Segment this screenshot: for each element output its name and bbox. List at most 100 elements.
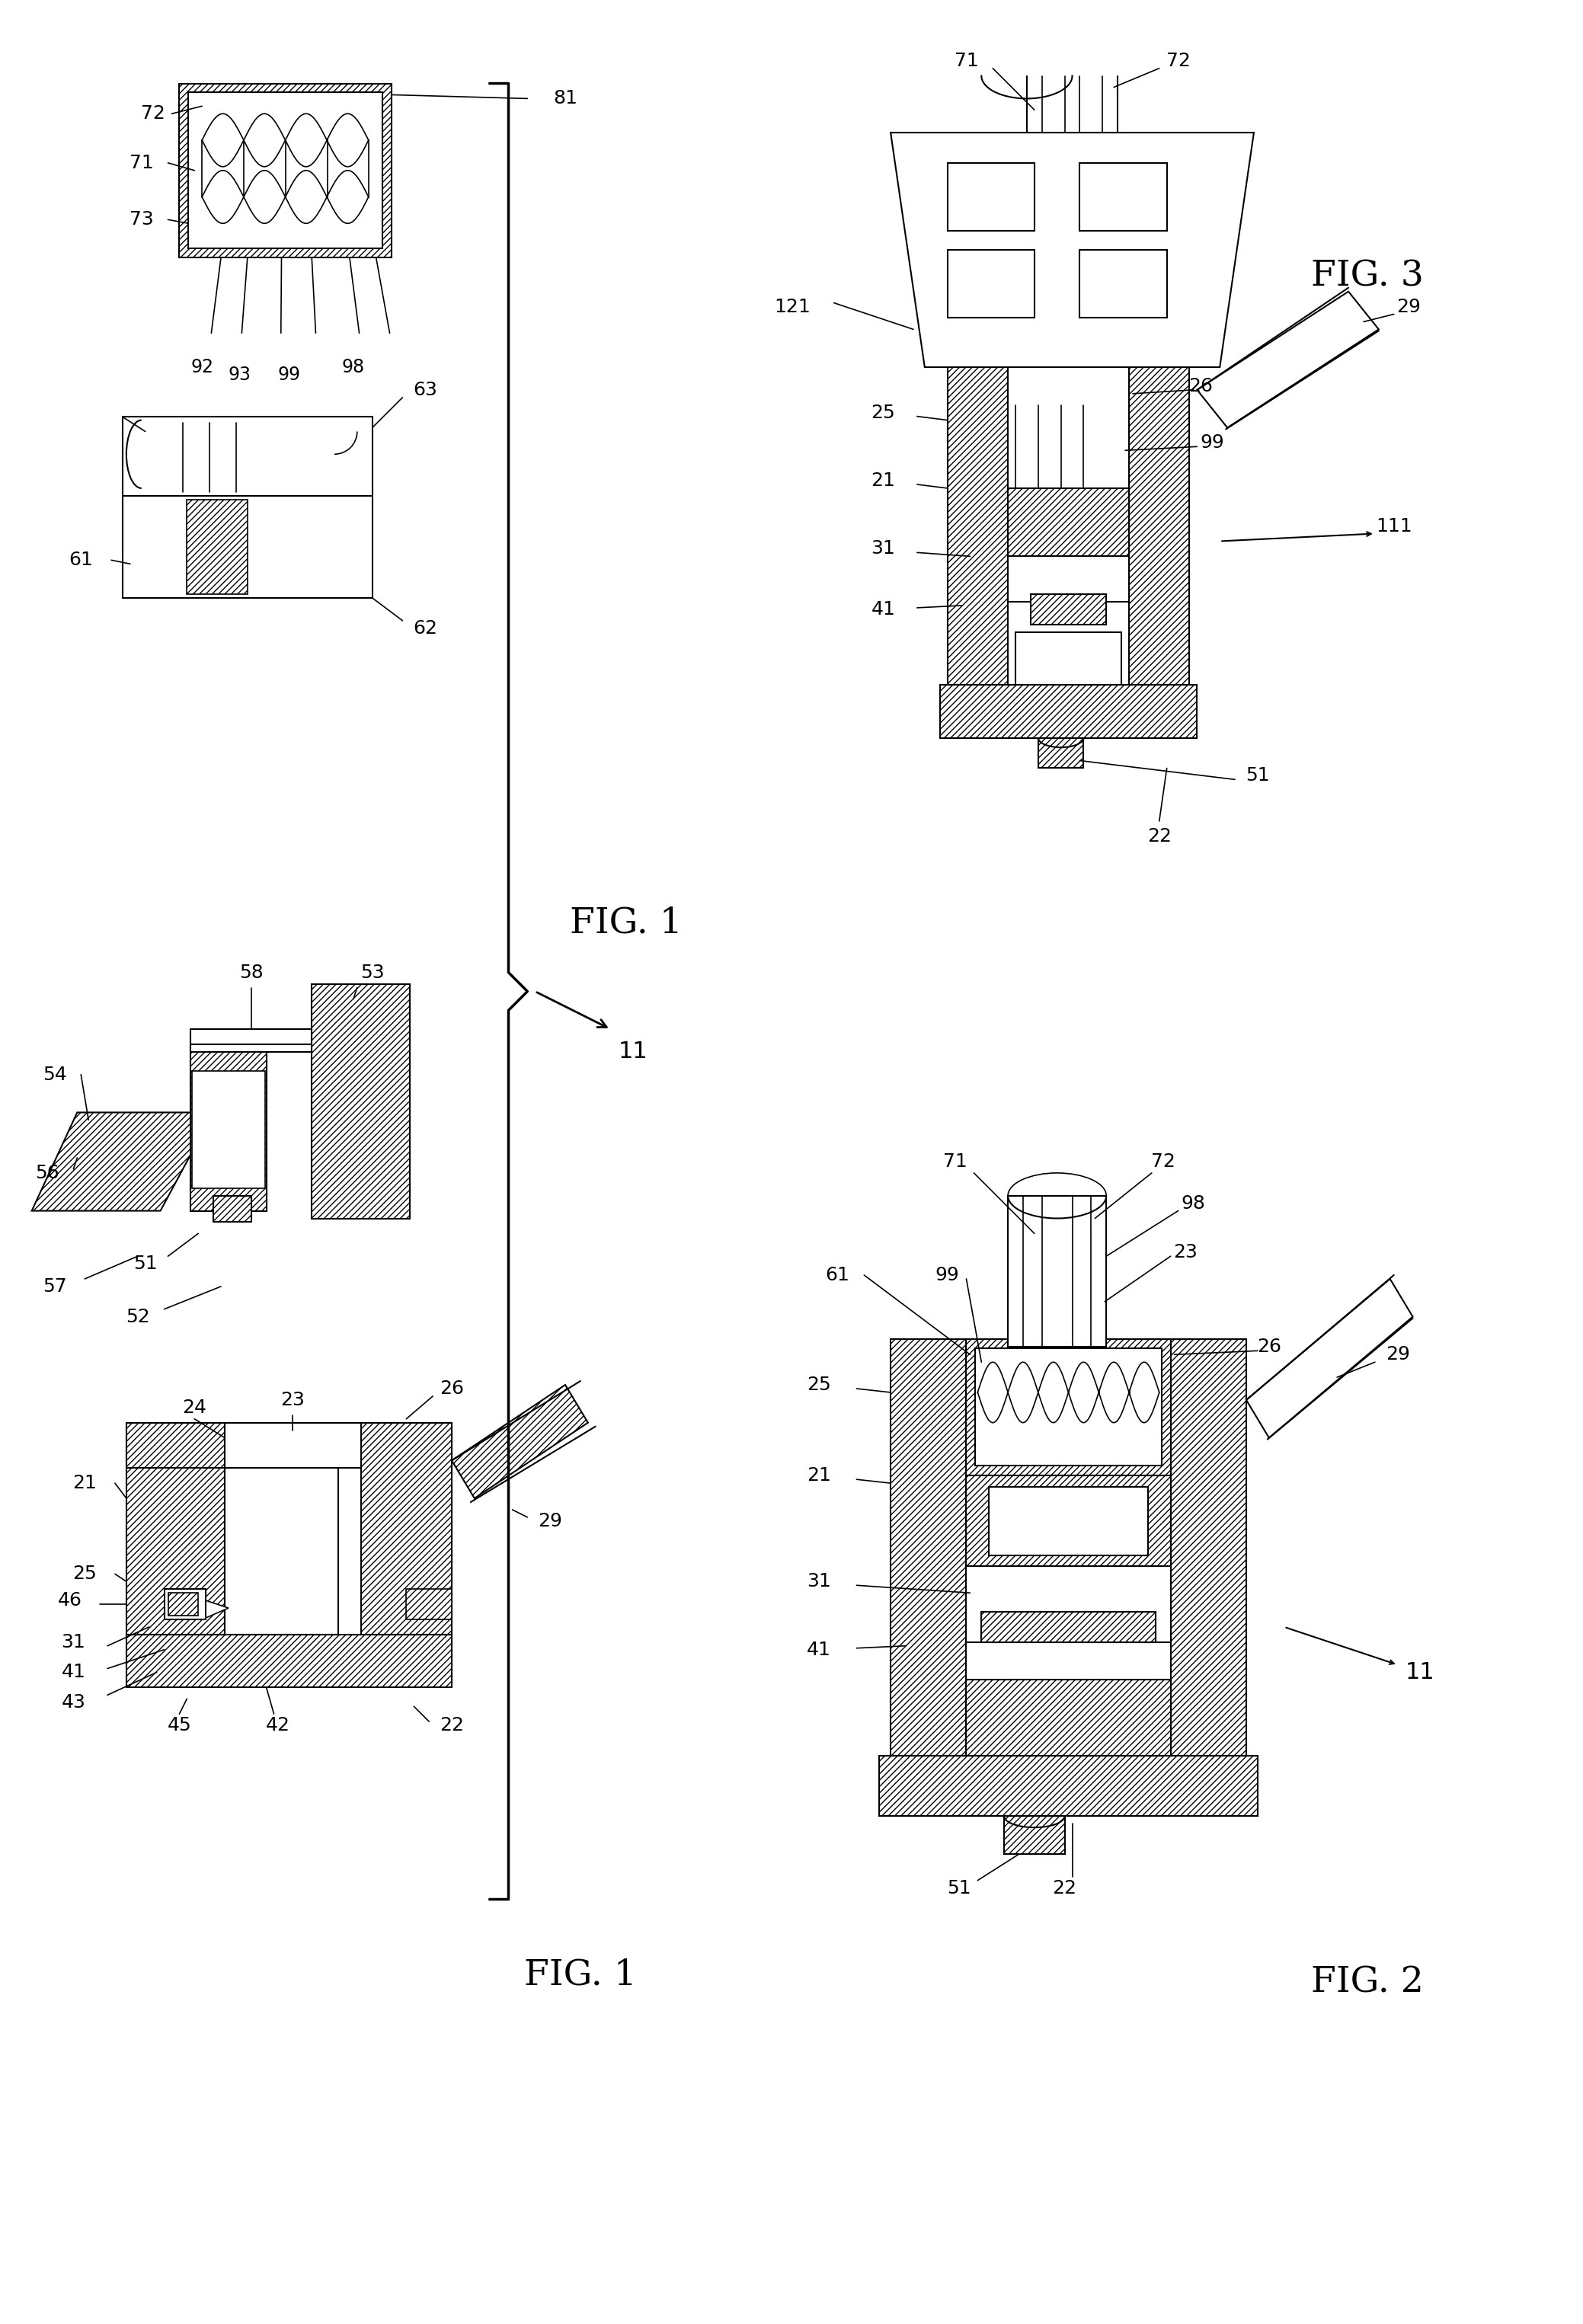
Bar: [122, 416, 372, 597]
Bar: [407, 1590, 451, 1620]
Bar: [192, 1071, 264, 1188]
Bar: [891, 1339, 966, 1755]
Text: 71: 71: [955, 51, 978, 70]
Polygon shape: [891, 132, 1254, 367]
Text: 121: 121: [774, 297, 810, 316]
Text: FIG. 1: FIG. 1: [570, 906, 682, 941]
Text: 11: 11: [619, 1041, 647, 1062]
Bar: [312, 983, 410, 1218]
Polygon shape: [168, 1592, 198, 1615]
Text: 92: 92: [190, 358, 214, 376]
Text: 53: 53: [361, 964, 385, 981]
Text: 46: 46: [57, 1592, 82, 1611]
Text: 43: 43: [62, 1694, 85, 1713]
Bar: [981, 1613, 1156, 1643]
Text: 81: 81: [552, 88, 578, 107]
Bar: [127, 1422, 225, 1634]
Text: 73: 73: [130, 211, 154, 228]
Text: 29: 29: [538, 1513, 562, 1529]
Text: 23: 23: [280, 1390, 306, 1408]
Bar: [1008, 1195, 1107, 1348]
Text: 51: 51: [133, 1255, 157, 1274]
Text: 26: 26: [440, 1380, 464, 1397]
Text: 26: 26: [1257, 1339, 1281, 1357]
Text: 31: 31: [62, 1634, 85, 1652]
Bar: [188, 93, 382, 249]
Text: 56: 56: [35, 1164, 59, 1183]
Text: 98: 98: [342, 358, 364, 376]
Text: 25: 25: [73, 1564, 97, 1583]
Bar: [225, 1469, 339, 1634]
Text: 45: 45: [168, 1715, 192, 1734]
Text: 61: 61: [825, 1267, 850, 1285]
Text: 54: 54: [43, 1064, 66, 1083]
Text: 58: 58: [239, 964, 263, 981]
Bar: [1004, 1815, 1065, 1855]
Polygon shape: [1246, 1278, 1412, 1439]
Text: 93: 93: [228, 365, 252, 383]
Text: 31: 31: [871, 539, 894, 558]
Bar: [1008, 555, 1129, 602]
Bar: [225, 1422, 361, 1469]
Bar: [975, 1348, 1162, 1466]
Text: 71: 71: [130, 153, 154, 172]
Text: 52: 52: [125, 1308, 150, 1327]
Bar: [1031, 595, 1107, 625]
Bar: [1170, 1339, 1246, 1755]
Text: 42: 42: [266, 1715, 290, 1734]
Polygon shape: [206, 1601, 228, 1618]
Text: 29: 29: [1385, 1346, 1410, 1364]
Text: 25: 25: [871, 404, 894, 421]
Text: 51: 51: [947, 1878, 970, 1896]
Bar: [947, 163, 1034, 230]
Text: 111: 111: [1376, 516, 1412, 535]
Bar: [1008, 488, 1129, 555]
Text: 63: 63: [413, 381, 437, 400]
Polygon shape: [1197, 290, 1379, 428]
Bar: [1038, 739, 1084, 769]
Bar: [966, 1680, 1170, 1755]
Text: FIG. 2: FIG. 2: [1311, 1966, 1423, 1999]
Text: 29: 29: [1396, 297, 1422, 316]
Bar: [1008, 367, 1129, 488]
Text: 22: 22: [440, 1715, 464, 1734]
Text: 41: 41: [871, 600, 896, 618]
Text: 51: 51: [1246, 767, 1270, 786]
Bar: [1080, 251, 1167, 318]
Polygon shape: [32, 1113, 214, 1211]
Text: 26: 26: [1189, 376, 1213, 395]
Text: 71: 71: [943, 1153, 967, 1171]
Text: 61: 61: [68, 551, 93, 569]
Bar: [214, 1195, 252, 1222]
Text: 41: 41: [807, 1641, 831, 1659]
Text: 22: 22: [1053, 1878, 1076, 1896]
Text: 98: 98: [1181, 1195, 1205, 1213]
Bar: [1080, 163, 1167, 230]
Bar: [127, 1422, 225, 1469]
Text: 21: 21: [871, 472, 896, 490]
Bar: [947, 251, 1034, 318]
Bar: [947, 367, 1008, 686]
Bar: [966, 1476, 1170, 1566]
Bar: [879, 1755, 1257, 1815]
Bar: [190, 1043, 266, 1211]
Bar: [1015, 632, 1121, 686]
Polygon shape: [451, 1385, 587, 1499]
Text: 41: 41: [62, 1664, 85, 1683]
Text: 99: 99: [936, 1267, 959, 1285]
Text: 25: 25: [807, 1376, 831, 1394]
Text: 72: 72: [1167, 51, 1190, 70]
Text: 99: 99: [277, 365, 301, 383]
Bar: [127, 1634, 451, 1687]
Bar: [966, 1566, 1170, 1643]
Text: 62: 62: [413, 618, 437, 637]
Bar: [187, 500, 247, 595]
Bar: [165, 1590, 206, 1620]
Bar: [940, 686, 1197, 739]
Text: 99: 99: [1200, 435, 1224, 451]
Text: 11: 11: [1406, 1662, 1436, 1683]
Text: 72: 72: [1151, 1153, 1175, 1171]
Text: 24: 24: [182, 1399, 207, 1418]
Text: 22: 22: [1148, 827, 1171, 846]
Bar: [361, 1422, 451, 1634]
